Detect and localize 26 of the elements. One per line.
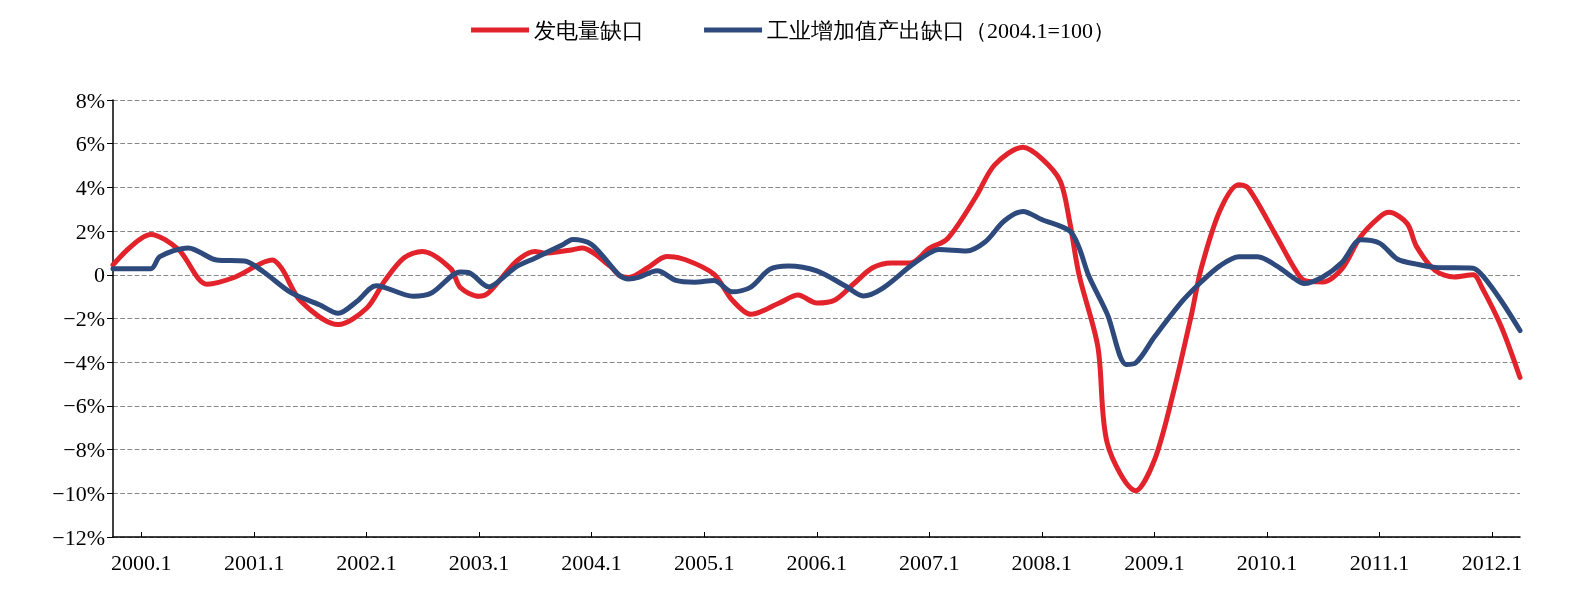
y-tick-label: −4% [63, 349, 105, 375]
x-tick-label: 2007.1 [899, 549, 960, 575]
y-tick-label: −6% [63, 393, 105, 419]
y-tick-label: 4% [75, 174, 105, 200]
y-tick-label: 6% [75, 131, 105, 157]
x-tick-label: 2004.1 [561, 549, 622, 575]
x-tick-label: 2009.1 [1124, 549, 1185, 575]
y-tick-label: −10% [52, 480, 105, 506]
x-tick-label: 2002.1 [336, 549, 397, 575]
y-tick-label: −2% [63, 306, 105, 331]
y-tick-label: −8% [63, 437, 105, 463]
x-tick-label: 2011.1 [1349, 549, 1410, 575]
x-tick-label: 2012.1 [1461, 549, 1523, 575]
legend-label: 工业增加值产出缺口（2004.1=100） [767, 17, 1115, 43]
x-tick-label: 2001.1 [223, 549, 285, 575]
y-tick-label: 2% [75, 218, 105, 244]
x-tick-label: 2006.1 [786, 549, 848, 575]
y-tick-label: 0 [94, 262, 105, 288]
legend-label: 发电量缺口 [534, 17, 645, 43]
y-tick-label: 8% [75, 87, 105, 113]
x-tick-label: 2008.1 [1011, 549, 1073, 575]
x-tick-label: 2010.1 [1236, 549, 1298, 575]
x-tick-label: 2003.1 [448, 549, 510, 575]
x-tick-label: 2005.1 [674, 549, 735, 575]
x-tick-label: 2000.1 [111, 549, 172, 575]
y-tick-label: −12% [52, 524, 105, 550]
